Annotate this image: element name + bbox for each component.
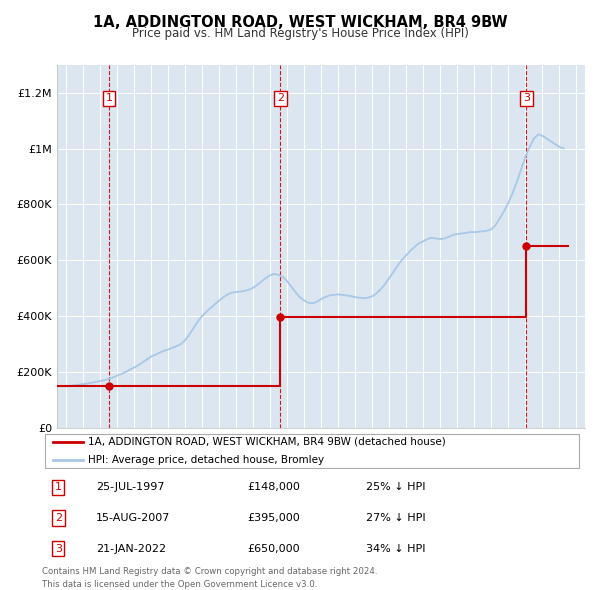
Text: 25-JUL-1997: 25-JUL-1997 xyxy=(96,483,164,492)
Text: HPI: Average price, detached house, Bromley: HPI: Average price, detached house, Brom… xyxy=(88,455,324,465)
Text: 2: 2 xyxy=(55,513,62,523)
FancyBboxPatch shape xyxy=(45,434,580,468)
Text: £395,000: £395,000 xyxy=(247,513,300,523)
Text: 1A, ADDINGTON ROAD, WEST WICKHAM, BR4 9BW: 1A, ADDINGTON ROAD, WEST WICKHAM, BR4 9B… xyxy=(92,15,508,30)
Text: 34% ↓ HPI: 34% ↓ HPI xyxy=(366,544,425,553)
Text: 2: 2 xyxy=(277,93,284,103)
Text: 15-AUG-2007: 15-AUG-2007 xyxy=(96,513,170,523)
Text: This data is licensed under the Open Government Licence v3.0.: This data is licensed under the Open Gov… xyxy=(42,580,317,589)
Text: £148,000: £148,000 xyxy=(247,483,300,492)
Text: £650,000: £650,000 xyxy=(247,544,300,553)
Text: Contains HM Land Registry data © Crown copyright and database right 2024.: Contains HM Land Registry data © Crown c… xyxy=(42,567,377,576)
Text: 1A, ADDINGTON ROAD, WEST WICKHAM, BR4 9BW (detached house): 1A, ADDINGTON ROAD, WEST WICKHAM, BR4 9B… xyxy=(88,437,446,447)
Text: 3: 3 xyxy=(523,93,530,103)
Text: 1: 1 xyxy=(55,483,62,492)
Text: 3: 3 xyxy=(55,544,62,553)
Text: 21-JAN-2022: 21-JAN-2022 xyxy=(96,544,166,553)
Text: 1: 1 xyxy=(106,93,113,103)
Text: 27% ↓ HPI: 27% ↓ HPI xyxy=(366,513,425,523)
Text: 25% ↓ HPI: 25% ↓ HPI xyxy=(366,483,425,492)
Text: Price paid vs. HM Land Registry's House Price Index (HPI): Price paid vs. HM Land Registry's House … xyxy=(131,27,469,40)
